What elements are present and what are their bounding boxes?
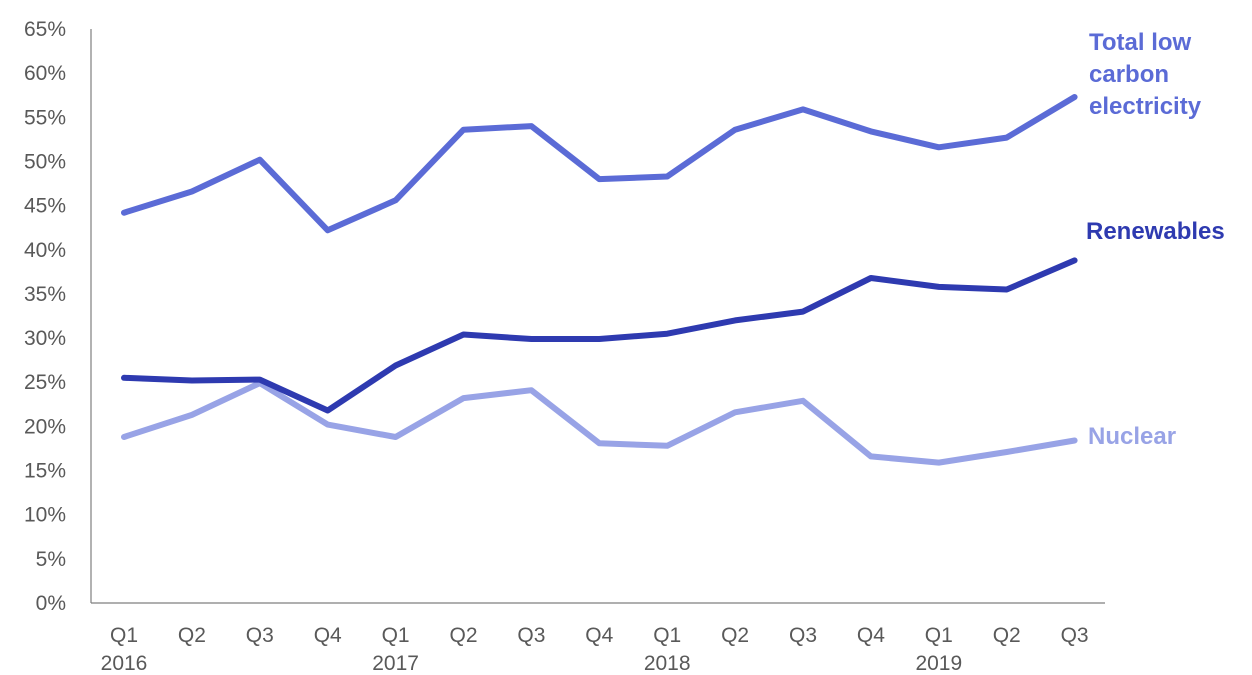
- series-label-total-low-carbon-electricity: Total low carbon electricity: [1089, 29, 1202, 120]
- y-tick-label: 45%: [24, 195, 66, 218]
- series-labels: Total low carbon electricity Renewables Nucl…: [1086, 29, 1225, 450]
- y-tick-label: 35%: [24, 283, 66, 306]
- x-axis: Q1 2016 Q2 Q3 Q4 Q1 2017 Q2 Q3 Q4 Q1 2018 Q2 Q3 Q4 Q1 20…: [91, 602, 1105, 675]
- y-tick-label: 60%: [24, 62, 66, 85]
- y-tick-label: 40%: [24, 239, 66, 262]
- x-year-label: 2017: [372, 652, 419, 675]
- y-tick-label: 15%: [24, 460, 66, 483]
- x-tick-label: Q2: [993, 624, 1021, 647]
- x-tick-label: Q4: [314, 624, 342, 647]
- series-label-renewables: Renewables: [1086, 218, 1225, 245]
- y-tick-label: 30%: [24, 327, 66, 350]
- x-year-label: 2018: [644, 652, 691, 675]
- series-label-nuclear: Nuclear: [1088, 423, 1176, 450]
- x-tick-label: Q2: [178, 624, 206, 647]
- y-tick-label: 55%: [24, 106, 66, 129]
- y-axis: 0% 5% 10% 15% 20% 25% 30% 35% 40% 45% 50% 55% 60% 65%: [24, 18, 92, 615]
- x-tick-label: Q4: [585, 624, 613, 647]
- y-tick-label: 50%: [24, 150, 66, 173]
- x-tick-label: Q3: [789, 624, 817, 647]
- x-tick-label: Q3: [1061, 624, 1089, 647]
- x-tick-label: Q4: [857, 624, 885, 647]
- x-tick-label: Q2: [721, 624, 749, 647]
- x-year-label: 2016: [101, 652, 148, 675]
- series-line-renewables: [121, 257, 1078, 414]
- x-tick-label: Q3: [517, 624, 545, 647]
- x-tick-label: Q1: [110, 624, 138, 647]
- x-tick-label: Q1: [925, 624, 953, 647]
- x-tick-label: Q1: [382, 624, 410, 647]
- y-tick-label: 25%: [24, 371, 66, 394]
- series-line-nuclear: [121, 380, 1078, 466]
- y-tick-label: 10%: [24, 504, 66, 527]
- x-year-label: 2019: [915, 652, 962, 675]
- y-tick-label: 0%: [36, 592, 66, 615]
- series-line-total-low-carbon-electricity: [121, 94, 1078, 234]
- series-lines: [121, 94, 1078, 466]
- y-tick-label: 5%: [36, 548, 66, 571]
- x-tick-label: Q2: [449, 624, 477, 647]
- x-tick-label: Q3: [246, 624, 274, 647]
- y-tick-label: 65%: [24, 18, 66, 41]
- y-tick-label: 20%: [24, 415, 66, 438]
- x-tick-label: Q1: [653, 624, 681, 647]
